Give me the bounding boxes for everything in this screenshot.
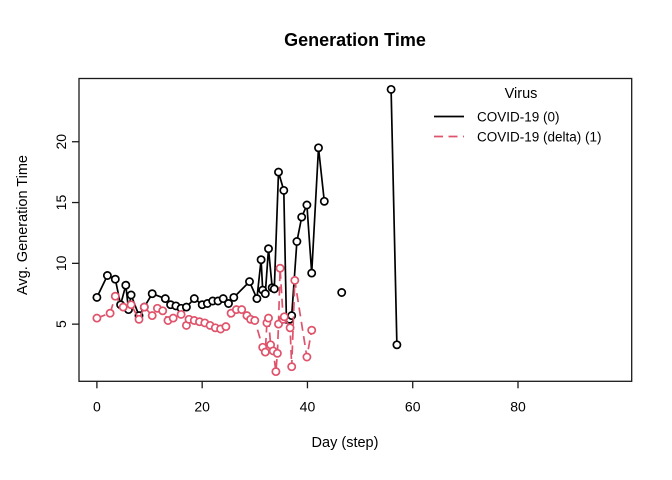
series-1 (92, 263, 317, 377)
data-point (126, 300, 136, 310)
legend-title: Virus (505, 86, 538, 102)
data-point (279, 312, 289, 322)
axis-ticks: 0 20 40 60 80 5 10 15 20 (53, 134, 526, 415)
data-point (302, 200, 312, 210)
data-point (337, 288, 347, 297)
data-point (319, 196, 329, 206)
data-point (229, 292, 239, 302)
x-tick-label: 20 (194, 398, 210, 414)
data-point (110, 291, 120, 301)
plot-area-border (78, 77, 633, 382)
data-point (118, 302, 128, 312)
y-tick-label: 20 (53, 134, 69, 150)
data-point (102, 271, 112, 280)
data-point (121, 280, 131, 290)
data-point (110, 274, 120, 284)
y-tick-label: 10 (53, 255, 69, 271)
data-point (256, 255, 266, 265)
legend: Virus COVID-19 (0) COVID-19 (delta) (1) (434, 86, 602, 145)
data-point (181, 302, 191, 312)
data-point (252, 294, 262, 304)
data-point (158, 306, 168, 316)
data-point (92, 313, 102, 323)
data-point (386, 84, 396, 94)
y-tick-label: 5 (53, 320, 69, 328)
data-point (264, 244, 273, 254)
data-point (269, 284, 279, 294)
x-axis-label: Day (step) (312, 435, 379, 451)
data-point (264, 313, 273, 323)
data-point (160, 294, 170, 304)
data-point (272, 348, 282, 358)
data-point (176, 309, 186, 319)
data-point (224, 299, 233, 308)
data-point (274, 167, 283, 177)
data-point (279, 185, 289, 195)
y-tick-label: 15 (53, 195, 69, 211)
data-point (147, 289, 157, 299)
data-point (271, 367, 281, 377)
data-point (307, 325, 317, 335)
data-point (287, 362, 297, 372)
data-point (92, 292, 102, 302)
data-point (105, 308, 115, 318)
data-point (297, 212, 307, 222)
data-point (147, 311, 157, 321)
data-point (126, 290, 136, 300)
data-point (250, 316, 260, 325)
series-line (390, 89, 398, 345)
data-point (218, 294, 228, 304)
data-point (285, 323, 295, 333)
data-point (189, 294, 199, 304)
x-tick-label: 40 (300, 398, 316, 414)
data-point (245, 277, 254, 287)
data-point (307, 268, 317, 278)
data-point (275, 263, 285, 273)
data-point (290, 275, 300, 285)
data-point (292, 237, 302, 246)
data-point (168, 313, 178, 323)
data-series (92, 84, 402, 377)
data-point (237, 305, 247, 315)
data-point (260, 347, 270, 357)
data-point (221, 322, 231, 332)
legend-label-covid19-delta: COVID-19 (delta) (1) (477, 130, 602, 145)
data-point (302, 352, 312, 362)
data-point (139, 302, 149, 312)
x-tick-label: 60 (405, 398, 421, 414)
data-point (134, 314, 144, 324)
x-tick-label: 80 (510, 398, 526, 414)
data-point (392, 340, 402, 350)
series-0 (92, 84, 402, 350)
data-point (260, 289, 270, 299)
x-tick-label: 0 (93, 398, 101, 414)
y-axis-label: Avg. Generation Time (15, 155, 31, 295)
legend-label-covid19: COVID-19 (0) (477, 110, 560, 125)
chart-title: Generation Time (284, 30, 426, 50)
data-point (314, 143, 323, 153)
